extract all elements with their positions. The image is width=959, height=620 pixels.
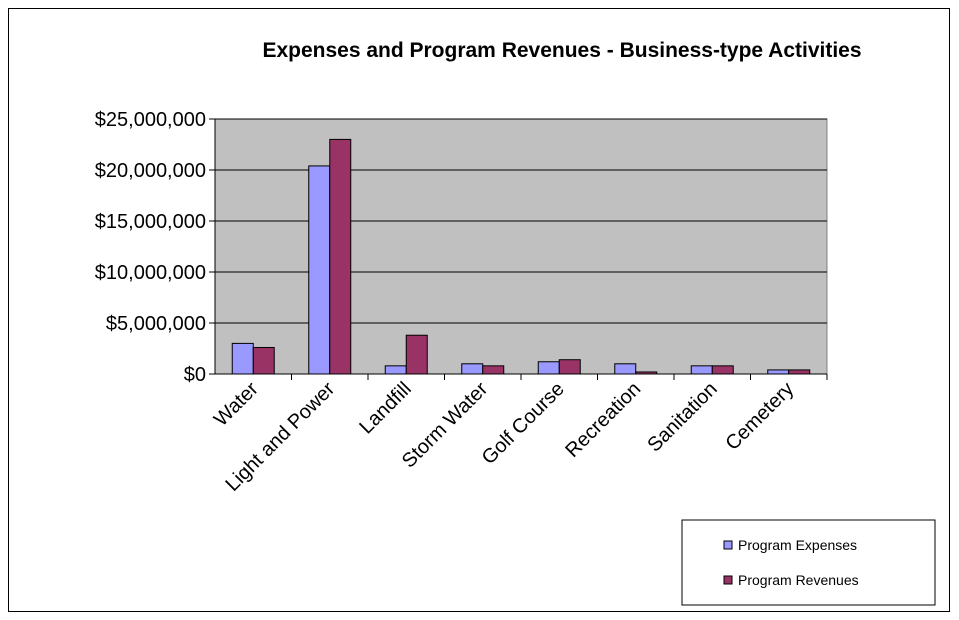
bar-expenses xyxy=(384,365,407,375)
legend-box xyxy=(681,519,936,606)
y-tick-label: $25,000,000 xyxy=(95,109,206,131)
bar-expenses xyxy=(614,363,637,375)
bar-revenues xyxy=(252,346,275,375)
y-tick-label: $15,000,000 xyxy=(95,211,206,233)
plot-area: $0 $5,000,000 $10,000,000 $15,000,000 $20,00… xyxy=(95,109,828,496)
chart-svg: Expenses and Program Revenues - Business… xyxy=(95,39,936,606)
bar-revenues xyxy=(711,365,734,375)
x-tick-label: Sanitation xyxy=(643,378,721,456)
chart-frame: Expenses and Program Revenues - Business… xyxy=(8,8,950,612)
legend-swatch xyxy=(723,575,733,585)
bar-expenses xyxy=(461,363,484,375)
y-tick-label: $0 xyxy=(184,364,206,386)
x-tick-label: Landfill xyxy=(355,378,415,438)
bar-expenses xyxy=(537,361,560,375)
y-tick-label: $10,000,000 xyxy=(95,262,206,284)
x-tick-label: Water xyxy=(210,378,263,431)
x-tick-label: Cemetery xyxy=(721,378,798,455)
legend-label: Program Expenses xyxy=(738,537,857,553)
bar-revenues xyxy=(405,334,428,375)
bar-revenues xyxy=(482,365,505,375)
bar-revenues xyxy=(329,138,352,375)
y-tick-label: $20,000,000 xyxy=(95,160,206,182)
bar-expenses xyxy=(690,365,713,375)
bar-expenses xyxy=(767,369,790,375)
y-tick-label: $5,000,000 xyxy=(106,313,206,335)
legend-swatch xyxy=(723,540,733,550)
x-tick-label: Golf Course xyxy=(478,378,569,469)
bar-revenues xyxy=(558,359,581,375)
bar-revenues xyxy=(788,369,811,375)
legend-label: Program Revenues xyxy=(738,572,859,588)
chart-title: Expenses and Program Revenues - Business… xyxy=(262,39,861,62)
x-tick-label: Recreation xyxy=(561,378,645,462)
bar-expenses xyxy=(308,165,331,375)
legend: Program Expenses Program Revenues xyxy=(681,519,936,606)
plot-background xyxy=(214,118,828,375)
bar-revenues xyxy=(635,371,658,375)
bar-expenses xyxy=(231,342,254,375)
